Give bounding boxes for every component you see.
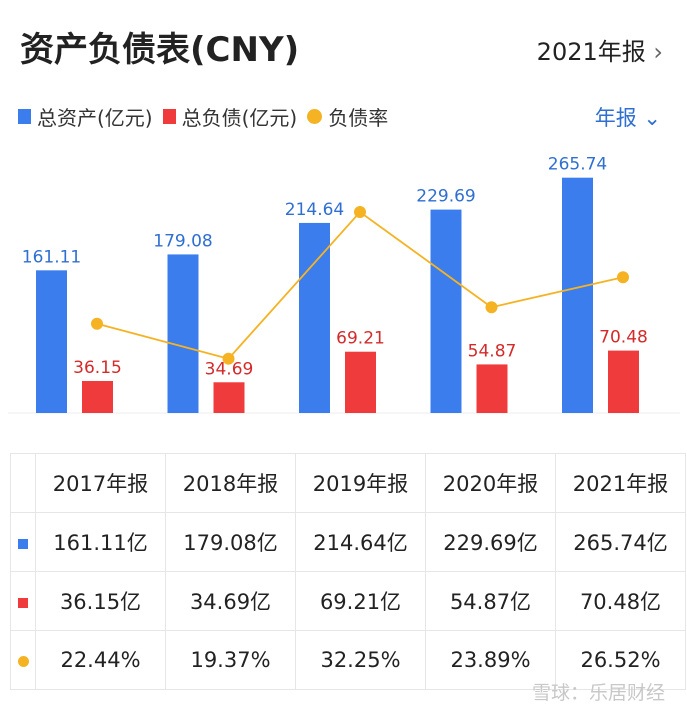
ratio-point bbox=[617, 271, 629, 284]
table-row: 36.15亿 34.69亿 69.21亿 54.87亿 70.48亿 bbox=[10, 571, 686, 631]
cell: 179.08亿 bbox=[165, 512, 296, 572]
header-cell: 2017年报 bbox=[35, 453, 166, 513]
ratio-point bbox=[91, 317, 103, 330]
period-label: 2021年报 bbox=[536, 38, 646, 66]
header-cell: 2021年报 bbox=[555, 453, 686, 513]
legend: 总资产(亿元) 总负债(亿元) 负债率 bbox=[18, 102, 388, 131]
ratio-point bbox=[222, 352, 235, 365]
bar-assets bbox=[167, 254, 199, 413]
legend-liabilities: 总负债(亿元) bbox=[181, 106, 298, 130]
bar-assets bbox=[299, 222, 330, 413]
watermark: 雪球：乐居财经 bbox=[531, 682, 665, 704]
bar-label: 54.87 bbox=[468, 341, 517, 361]
bar-assets bbox=[36, 270, 67, 413]
cell: 54.87亿 bbox=[425, 571, 556, 631]
header-cell: 2018年报 bbox=[165, 453, 296, 513]
table-row: 22.44% 19.37% 32.25% 23.89% 26.52% bbox=[10, 630, 686, 690]
cell: 214.64亿 bbox=[295, 512, 426, 572]
cell: 229.69亿 bbox=[425, 512, 556, 572]
page-title: 资产负债表(CNY) bbox=[20, 30, 300, 70]
bar-label: 69.21 bbox=[336, 329, 385, 349]
legend-assets: 总资产(亿元) bbox=[37, 106, 153, 130]
cell: 36.15亿 bbox=[35, 571, 166, 631]
cell: 265.74亿 bbox=[555, 512, 686, 572]
bar-liabilities bbox=[213, 382, 245, 413]
chevron-right-icon: › bbox=[653, 38, 663, 66]
orange-dot-icon bbox=[17, 656, 29, 667]
bar-liabilities bbox=[82, 380, 113, 413]
bar-liabilities bbox=[345, 351, 376, 413]
balance-chart: 161.11 36.15 179.08 34.69 214.64 69.21 229.69 5… bbox=[8, 155, 680, 414]
bar-label: 229.69 bbox=[416, 187, 475, 207]
chevron-down-icon: ⌄ bbox=[643, 106, 661, 130]
bar-liabilities bbox=[476, 364, 508, 413]
bar-label: 34.69 bbox=[205, 359, 254, 379]
cell: 19.37% bbox=[165, 630, 296, 690]
legend-ratio-icon bbox=[307, 109, 323, 124]
bar-label: 265.74 bbox=[548, 155, 607, 175]
report-type-dropdown[interactable]: 年报 ⌄ bbox=[595, 102, 661, 132]
bar-label: 214.64 bbox=[285, 200, 344, 220]
cell: 69.21亿 bbox=[295, 571, 426, 631]
period-selector[interactable]: 2021年报 › bbox=[537, 32, 663, 67]
blue-square-icon bbox=[18, 539, 28, 549]
ratio-point bbox=[354, 206, 366, 219]
cell: 23.89% bbox=[425, 630, 556, 690]
cell: 26.52% bbox=[555, 630, 686, 690]
cell: 70.48亿 bbox=[555, 571, 686, 631]
ratio-point bbox=[485, 301, 498, 314]
bar-label: 179.08 bbox=[153, 231, 212, 251]
header-cell: 2019年报 bbox=[295, 453, 426, 513]
data-table: 2017年报 2018年报 2019年报 2020年报 2021年报 161.1… bbox=[10, 453, 686, 690]
header-cell: 2020年报 bbox=[425, 453, 556, 513]
legend-assets-icon bbox=[18, 109, 31, 124]
bar-label: 36.15 bbox=[73, 358, 122, 378]
legend-liabilities-icon bbox=[162, 109, 176, 124]
cell: 161.11亿 bbox=[35, 512, 166, 572]
bar-liabilities bbox=[608, 350, 639, 413]
table-header-row: 2017年报 2018年报 2019年报 2020年报 2021年报 bbox=[10, 453, 686, 513]
bar-assets bbox=[430, 209, 462, 413]
cell: 32.25% bbox=[295, 630, 426, 690]
cell: 22.44% bbox=[35, 630, 166, 690]
report-type-label: 年报 bbox=[594, 106, 637, 130]
cell: 34.69亿 bbox=[165, 571, 296, 631]
red-square-icon bbox=[18, 598, 28, 608]
bar-label: 70.48 bbox=[599, 328, 648, 348]
table-row: 161.11亿 179.08亿 214.64亿 229.69亿 265.74亿 bbox=[10, 512, 686, 572]
bar-label: 161.11 bbox=[22, 247, 81, 267]
legend-ratio: 负债率 bbox=[328, 106, 389, 130]
bar-assets bbox=[562, 177, 593, 413]
